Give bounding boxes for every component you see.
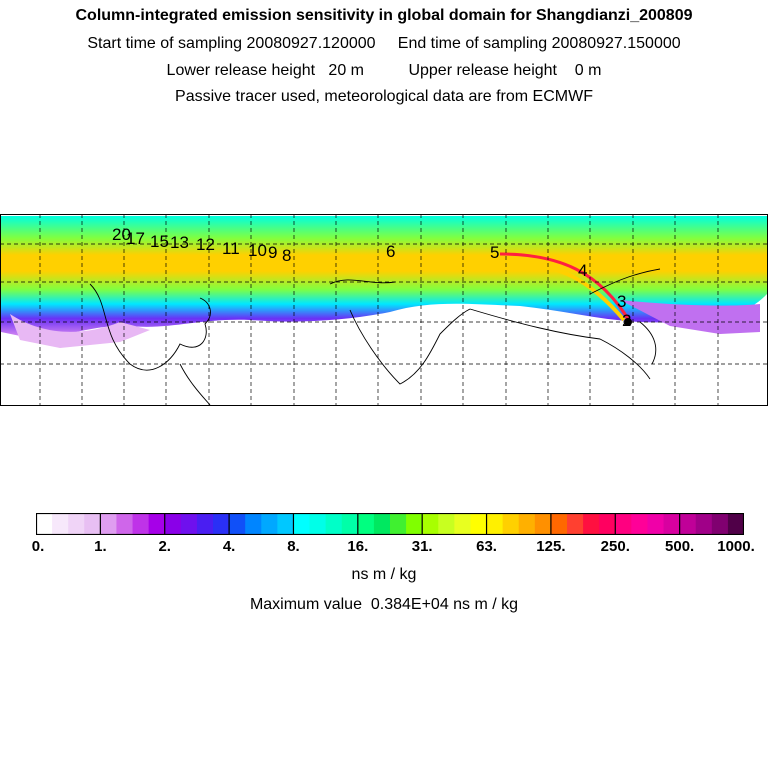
colorbar-tick-label: 16. <box>347 538 369 555</box>
colorbar-cell <box>52 513 69 535</box>
colorbar-cell <box>550 513 568 535</box>
colorbar-cell <box>422 513 439 535</box>
colorbar-cell <box>518 513 536 535</box>
colorbar-cell <box>534 513 552 535</box>
maximum-value: Maximum value 0.384E+04 ns m / kg <box>249 596 519 613</box>
release-site-marker <box>624 318 632 326</box>
trajectory-label: 17 <box>126 229 145 248</box>
trajectory-label: 6 <box>386 242 395 261</box>
colorbar-cell <box>277 513 295 535</box>
colorbar-cell <box>502 513 520 535</box>
colorbar-cell <box>679 513 697 535</box>
figure-title: Column-integrated emission sensitivity i… <box>75 7 693 24</box>
colorbar-cell <box>373 513 391 535</box>
colorbar-cell <box>116 513 134 535</box>
colorbar-cell <box>341 513 359 535</box>
colorbar-tick-label: 1. <box>94 538 107 555</box>
colorbar-cell <box>599 513 616 535</box>
trajectory-label: 3 <box>617 292 626 311</box>
colorbar-cell <box>245 513 262 535</box>
colorbar-cell <box>213 513 230 535</box>
low-sensitivity-fringe <box>10 314 150 348</box>
colorbar-cell <box>567 513 584 535</box>
release-height-line: Lower release height 20 m Upper release … <box>166 62 602 79</box>
lat-lon-grid <box>0 214 768 406</box>
trajectory-label: 4 <box>578 261 587 280</box>
colorbar-cell <box>196 513 214 535</box>
colorbar-cell <box>261 513 278 535</box>
colorbar-dividers <box>99 513 681 535</box>
trajectory-label: 10 <box>248 241 267 260</box>
colorbar-tick-label: 0. <box>31 538 45 555</box>
sensitivity-plume <box>1 216 767 339</box>
colorbar-tick-label: 4. <box>222 538 236 555</box>
colorbar-tick-label: 31. <box>411 538 433 555</box>
colorbar-cell <box>325 513 343 535</box>
colorbar-tick-label: 125. <box>536 538 566 555</box>
trajectory-streak <box>499 252 632 323</box>
colorbar-cell <box>695 513 713 535</box>
colorbar-cell <box>454 513 472 535</box>
colorbar-cell <box>309 513 327 535</box>
colorbar-cell <box>727 513 744 535</box>
colorbar-frame <box>36 513 744 535</box>
colorbar-cell <box>470 513 488 535</box>
colorbar-tick-label: 500. <box>665 538 695 555</box>
colorbar-tick-label: 8. <box>287 538 300 555</box>
colorbar-cell <box>68 513 85 535</box>
colorbar-cell <box>36 513 53 535</box>
colorbar-cell <box>229 513 246 535</box>
trajectory-label: 8 <box>282 246 291 265</box>
colorbar-tick-label: 1000. <box>717 538 755 555</box>
trajectory-label: 12 <box>196 235 215 254</box>
colorbar-cell <box>438 513 455 535</box>
colorbar-cell <box>663 513 681 535</box>
colorbar-cell <box>180 513 198 535</box>
colorbar-unit: ns m / kg <box>351 566 417 583</box>
emission-sensitivity-map: 20 17 15 13 12 11 10 9 8 6 5 4 3 2 <box>0 214 768 406</box>
colorbar <box>36 513 744 535</box>
colorbar-cell <box>357 513 375 535</box>
trajectory-label: 20 <box>112 225 131 244</box>
tracer-info-line: Passive tracer used, meteorological data… <box>175 88 593 105</box>
coastlines <box>89 268 661 406</box>
trajectory-label: 11 <box>222 239 240 258</box>
colorbar-cell <box>615 513 632 535</box>
colorbar-cell <box>132 513 150 535</box>
colorbar-cell <box>406 513 423 535</box>
colorbar-cell <box>84 513 101 535</box>
colorbar-cell <box>631 513 649 535</box>
colorbar-tick-label: 250. <box>600 538 630 555</box>
trajectory-label: 15 <box>150 232 169 251</box>
colorbar-cell <box>583 513 600 535</box>
colorbar-cell <box>711 513 729 535</box>
trajectory-label: 9 <box>268 243 277 262</box>
colorbar-cell <box>486 513 504 535</box>
colorbar-tick-label: 63. <box>476 538 497 555</box>
colorbar-tick-label: 2. <box>158 538 171 555</box>
trajectory-label: 5 <box>490 243 499 262</box>
sampling-time-line: Start time of sampling 20080927.120000 E… <box>87 35 681 52</box>
colorbar-cell <box>390 513 407 535</box>
colorbar-cell <box>148 513 166 535</box>
colorbar-cell <box>164 513 182 535</box>
colorbar-cells <box>36 513 744 535</box>
trajectory-label: 13 <box>170 233 189 252</box>
low-sensitivity-fringe-east <box>620 300 760 334</box>
colorbar-cell <box>293 513 311 535</box>
colorbar-cell <box>647 513 665 535</box>
colorbar-cell <box>100 513 118 535</box>
